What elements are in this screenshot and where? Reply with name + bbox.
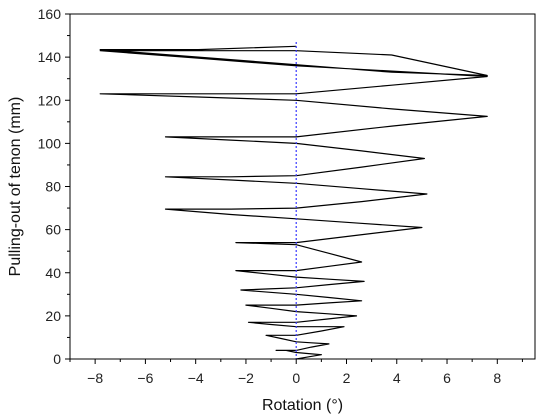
y-tick-label: 100: [38, 135, 62, 151]
x-tick-label: 6: [443, 370, 451, 386]
x-tick-label: 0: [292, 370, 300, 386]
series-layer: [99, 45, 488, 360]
y-axis-ticks: 0 20 40 60 80 100 120 140 160: [38, 6, 70, 367]
x-tick-label: −4: [188, 370, 204, 386]
series-line: [99, 45, 488, 360]
x-tick-label: −6: [137, 370, 153, 386]
y-tick-label: 160: [38, 6, 62, 22]
y-tick-label: 20: [45, 308, 61, 324]
x-tick-label: 2: [343, 370, 351, 386]
y-tick-label: 140: [38, 49, 62, 65]
x-tick-label: −8: [87, 370, 103, 386]
x-tick-label: −2: [238, 370, 254, 386]
y-tick-label: 0: [53, 351, 61, 367]
y-tick-label: 80: [45, 179, 61, 195]
x-axis-title: Rotation (°): [262, 397, 343, 414]
x-axis-ticks: −8 −6 −4 −2 0 2 4 6 8: [69, 359, 523, 386]
x-tick-label: 4: [393, 370, 401, 386]
y-tick-label: 40: [45, 265, 61, 281]
y-tick-label: 120: [38, 92, 62, 108]
y-axis-title: Pulling-out of tenon (mm): [7, 97, 24, 277]
x-tick-label: 8: [493, 370, 501, 386]
y-tick-label: 60: [45, 222, 61, 238]
